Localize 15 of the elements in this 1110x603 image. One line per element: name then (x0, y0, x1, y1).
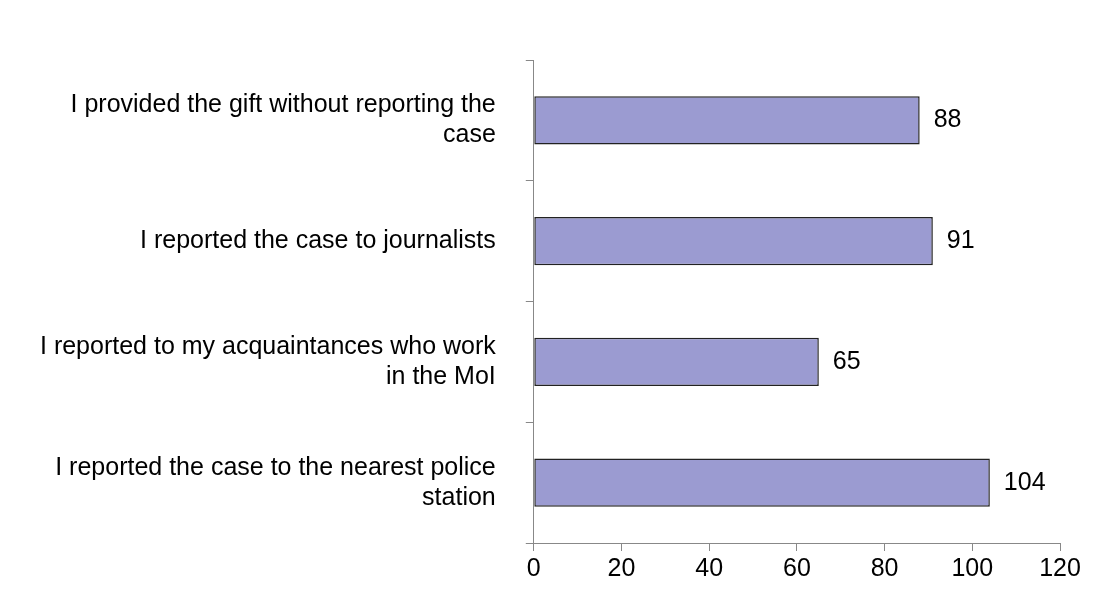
y-tick-label: I provided the gift without reporting the case (70, 89, 496, 148)
data-label: 104 (1003, 466, 1046, 495)
x-tick-label: 0 (526, 552, 541, 581)
x-tick-label: 80 (870, 552, 899, 581)
data-label: 91 (946, 225, 975, 254)
data-label: 65 (832, 345, 861, 374)
y-tick-label: I reported the case to journalists (140, 225, 496, 254)
x-tick-label: 60 (782, 552, 811, 581)
x-tick-label: 120 (1039, 552, 1081, 581)
x-tick-label: 20 (607, 552, 636, 581)
y-tick-label: I reported to my acquaintances who work in the MoI (39, 330, 497, 389)
data-label: 88 (933, 104, 962, 133)
x-tick-label: 100 (951, 552, 994, 581)
x-tick-label: 40 (695, 552, 724, 581)
y-tick-label: I reported the case to the nearest police station (55, 451, 496, 510)
